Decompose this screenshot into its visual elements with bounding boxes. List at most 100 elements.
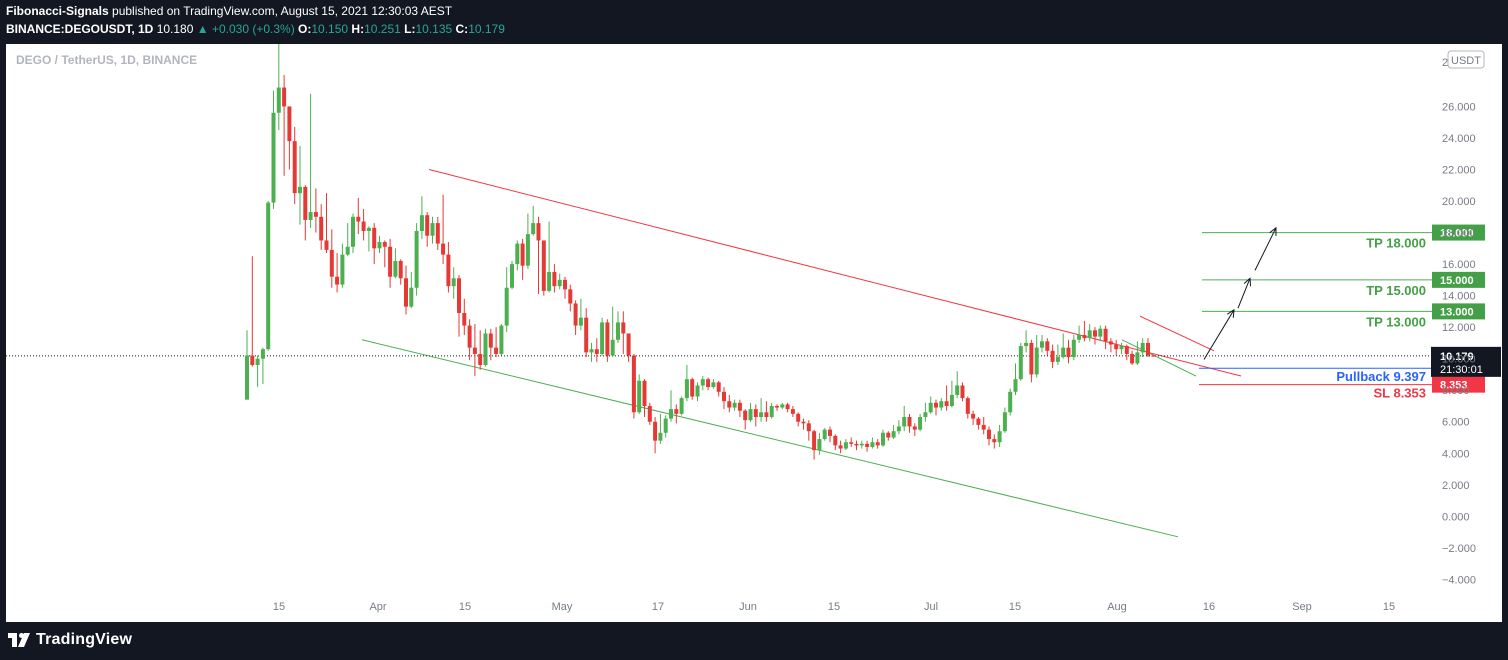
price-chart[interactable]: TP 18.000 18.000 TP 15.000 15.000 TP 13.000 1… [6,44,1502,622]
candle[interactable] [1050,344,1055,369]
candle[interactable] [404,265,408,315]
candle[interactable] [737,399,742,418]
candle[interactable] [817,432,822,455]
candle[interactable] [313,188,318,233]
candle[interactable] [631,353,636,419]
candle[interactable] [971,410,976,425]
candle[interactable] [366,226,371,252]
candle[interactable] [356,197,361,235]
candle[interactable] [573,300,578,336]
candle[interactable] [621,311,626,354]
candle[interactable] [435,216,440,250]
candle[interactable] [1071,335,1076,361]
candle[interactable] [1045,338,1050,356]
candle[interactable] [658,413,663,444]
candle[interactable] [414,223,419,296]
candle[interactable] [292,126,297,205]
candle[interactable] [1103,325,1108,350]
candle[interactable] [875,439,880,449]
candle[interactable] [1135,341,1140,365]
candle[interactable] [255,355,260,388]
candle[interactable] [796,412,801,427]
candle[interactable] [488,328,493,361]
candle[interactable] [388,238,393,288]
candle[interactable] [1008,388,1013,416]
forecast-arrow[interactable] [1237,277,1252,309]
forecast-arrow[interactable] [1254,226,1277,271]
candle[interactable] [679,396,684,416]
candle[interactable] [605,319,610,362]
candle[interactable] [1130,350,1135,365]
candle[interactable] [329,229,334,288]
candle[interactable] [382,240,387,268]
candle[interactable] [626,333,631,362]
candle[interactable] [934,399,938,416]
candle[interactable] [843,439,848,451]
candle[interactable] [563,276,567,299]
wedge-upper-line[interactable] [1139,315,1215,352]
candle[interactable] [499,324,504,356]
candle[interactable] [923,402,928,422]
candle[interactable] [748,402,753,422]
candle[interactable] [250,256,255,367]
candle[interactable] [568,284,573,312]
candle[interactable] [1029,339,1034,383]
candle[interactable] [833,434,838,451]
candle[interactable] [690,377,695,400]
candle[interactable] [472,324,477,377]
candle[interactable] [451,267,456,299]
candle[interactable] [372,223,377,265]
candle[interactable] [361,208,366,241]
candle[interactable] [1108,338,1113,353]
candle[interactable] [886,431,891,441]
candle[interactable] [653,417,658,454]
candle[interactable] [1024,330,1029,353]
candle[interactable] [939,398,944,411]
candle[interactable] [351,213,355,254]
candle[interactable] [457,275,461,337]
candle[interactable] [849,437,854,447]
candle[interactable] [266,201,271,351]
candle[interactable] [1034,335,1039,378]
candle[interactable] [610,306,615,358]
candle[interactable] [716,380,721,397]
candle[interactable] [1093,327,1097,345]
candle[interactable] [669,390,673,422]
candle[interactable] [1087,324,1092,342]
candle[interactable] [525,213,530,269]
candle[interactable] [1018,342,1023,381]
wedge-lower-line[interactable] [1121,339,1197,377]
candle[interactable] [1119,342,1124,354]
candle[interactable] [552,264,557,293]
candle[interactable] [319,204,324,250]
candle[interactable] [637,374,642,414]
candle[interactable] [1151,354,1156,357]
chart-area[interactable]: TP 18.000 18.000 TP 15.000 15.000 TP 13.000 1… [6,44,1502,622]
candle[interactable] [722,387,726,410]
candle[interactable] [557,273,562,290]
candle[interactable] [918,413,923,432]
candle[interactable] [706,377,711,391]
candle[interactable] [881,429,885,447]
candle[interactable] [1124,344,1129,361]
candle[interactable] [377,235,382,254]
candle[interactable] [520,238,525,280]
candle[interactable] [345,223,350,257]
candle[interactable] [642,379,647,418]
candle[interactable] [870,437,875,449]
candle[interactable] [584,308,589,358]
candle[interactable] [276,44,281,131]
candle[interactable] [785,402,790,413]
candle[interactable] [245,330,249,400]
candle[interactable] [419,196,424,239]
candle[interactable] [1077,325,1082,343]
candle[interactable] [1098,325,1103,342]
currency-badge[interactable]: USDT [1447,50,1485,69]
candle[interactable] [711,379,716,389]
candle[interactable] [812,429,817,460]
candle[interactable] [865,440,870,452]
candle[interactable] [393,248,398,279]
candle[interactable] [700,376,705,391]
candle[interactable] [340,243,345,288]
candle[interactable] [1055,344,1060,365]
